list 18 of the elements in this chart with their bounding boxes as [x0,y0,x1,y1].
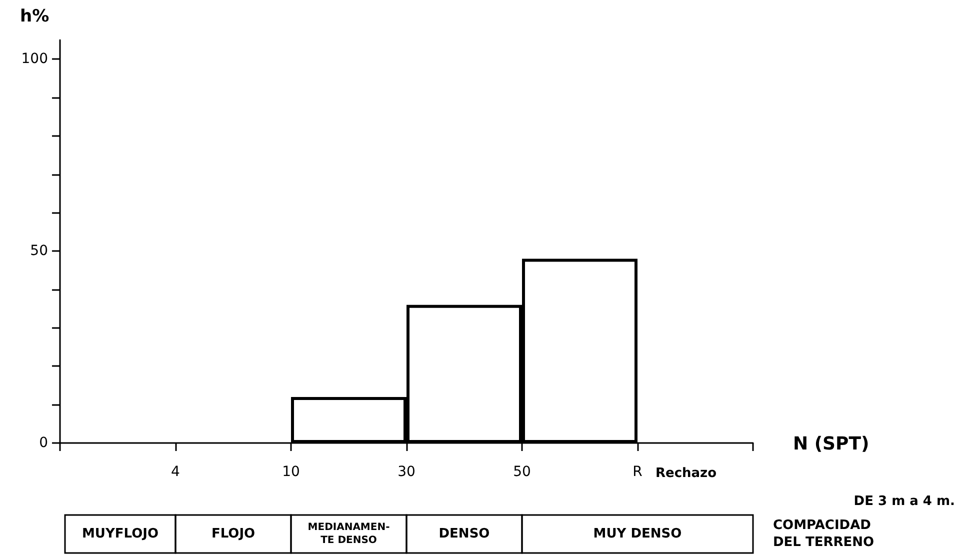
text: FLOJO [211,526,256,542]
text: DENSO [438,526,490,542]
text: R [632,464,643,480]
y-tick-label: 0 [39,435,48,451]
x-axis-title: N (SPT) [793,434,870,454]
text: MUY DENSO [593,526,682,542]
text: 10 [282,464,300,480]
text: MEDIANAMEN- TE DENSO [308,522,390,546]
y-tick-label: 100 [21,51,48,68]
text: MUYFLOJO [82,526,159,542]
text: 30 [398,464,416,480]
y-tick-label: 50 [30,243,48,260]
text: COMPACIDAD DEL TERRENO [773,518,874,550]
y-axis-title: h% [20,6,50,26]
text: DE 3 m a 4 m. [854,494,955,509]
text: 50 [513,464,531,480]
text: 4 [171,464,180,480]
text: Rechazo [656,466,717,481]
